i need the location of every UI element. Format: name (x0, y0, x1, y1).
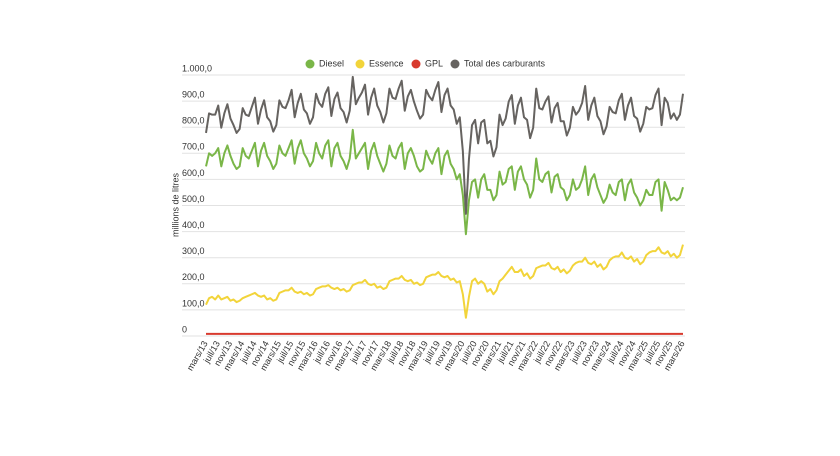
y-tick-label: 700,0 (182, 142, 205, 152)
y-tick-label: 800,0 (182, 116, 205, 126)
y-tick-label: 900,0 (182, 89, 205, 99)
legend-marker (305, 59, 315, 69)
y-axis-label: millions de litres (170, 172, 180, 237)
legend-label: Total des carburants (464, 58, 546, 68)
legend-marker (411, 59, 421, 69)
line-series (205, 244, 684, 319)
y-tick-label: 200,0 (182, 272, 205, 282)
y-tick-label: 100,0 (182, 298, 205, 308)
y-tick-label: 600,0 (182, 168, 205, 178)
legend-marker (355, 59, 365, 69)
legend-marker (450, 59, 460, 69)
y-tick-label: 300,0 (182, 246, 205, 256)
y-tick-label: 400,0 (182, 220, 205, 230)
legend-label: Essence (369, 58, 404, 68)
line-series (205, 128, 684, 236)
y-tick-label: 500,0 (182, 194, 205, 204)
y-tick-label: 0 (182, 324, 187, 334)
legend-label: GPL (425, 58, 443, 68)
line-series (205, 75, 684, 215)
y-tick-label: 1.000,0 (182, 63, 212, 73)
legend-label: Diesel (319, 58, 344, 68)
